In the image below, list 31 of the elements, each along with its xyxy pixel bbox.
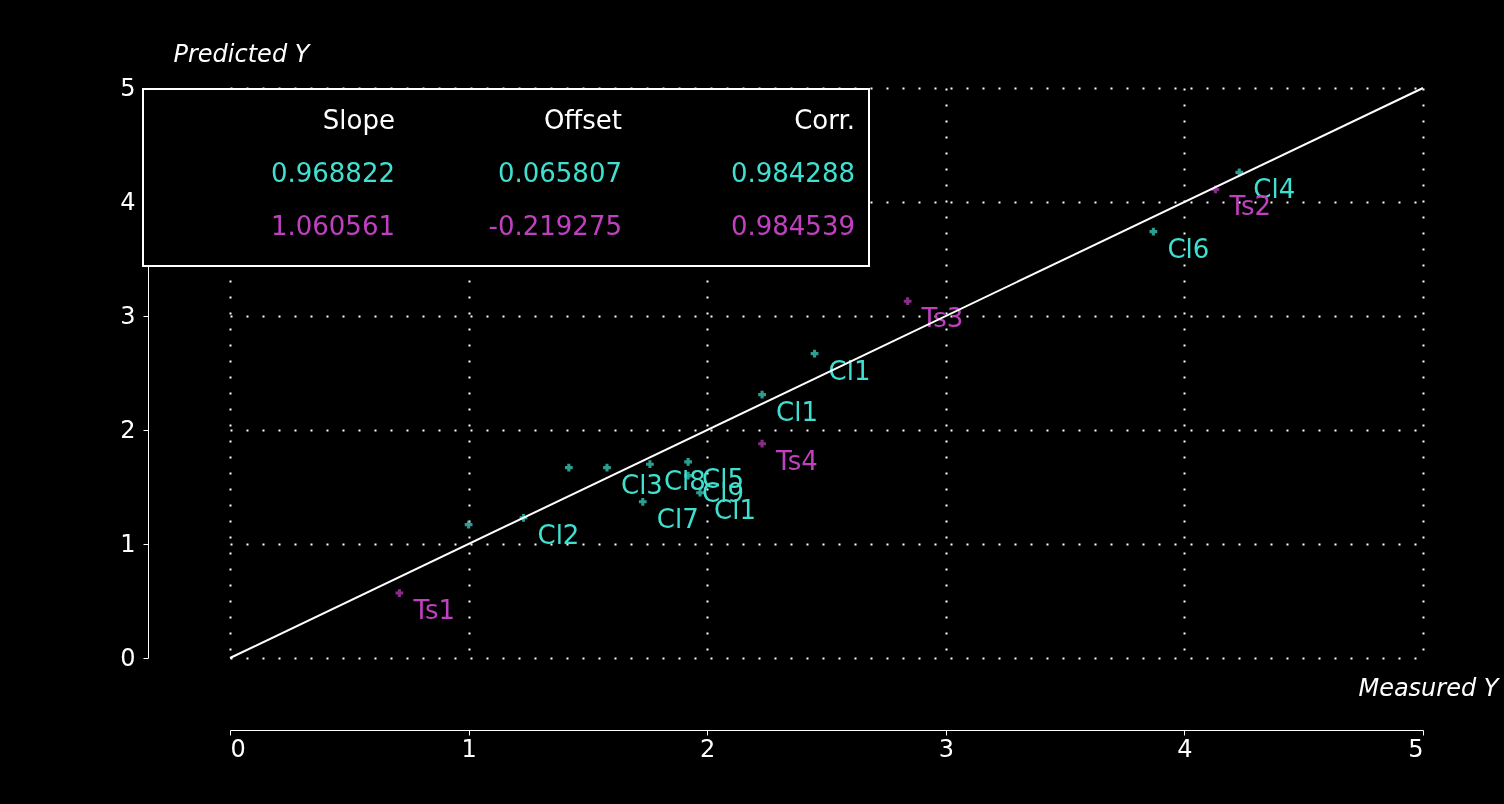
data-label: Ts4 [775,445,818,476]
annotation: 0.065807 [497,158,622,188]
y-tick-label: 5 [120,73,136,102]
annotation: 0.968822 [270,158,395,188]
y-tick-label: 4 [120,187,136,216]
data-label: Cl1 [828,355,871,386]
x-axis-title: Measured Y [1358,673,1501,702]
annotation: Corr. [794,105,855,135]
x-tick-label: 4 [1177,734,1193,763]
annotation: 1.060561 [270,211,395,241]
y-tick-label: 3 [120,301,136,330]
annotation: 0.984539 [730,211,855,241]
annotation: Offset [543,105,622,135]
y-tick-label: 0 [120,643,136,672]
annotation: -0.219275 [488,211,622,241]
annotation: 0.984288 [730,158,855,188]
data-label: Cl3 [620,469,663,500]
data-label: Cl6 [1167,233,1210,264]
data-label: Cl7 [656,503,699,534]
x-tick-label: 2 [700,734,716,763]
data-label: Cl2 [537,519,580,550]
x-tick-label: 5 [1408,734,1424,763]
x-tick-label: 3 [938,734,954,763]
data-label: Cl1 [776,396,818,427]
y-tick-label: 2 [120,415,136,444]
data-label: Ts1 [412,595,456,626]
y-tick-label: 1 [120,529,136,558]
x-tick-label: 1 [461,734,477,763]
y-axis-title: Predicted Y [173,39,312,68]
x-tick-label: 0 [230,734,246,763]
annotation: Slope [322,105,395,135]
